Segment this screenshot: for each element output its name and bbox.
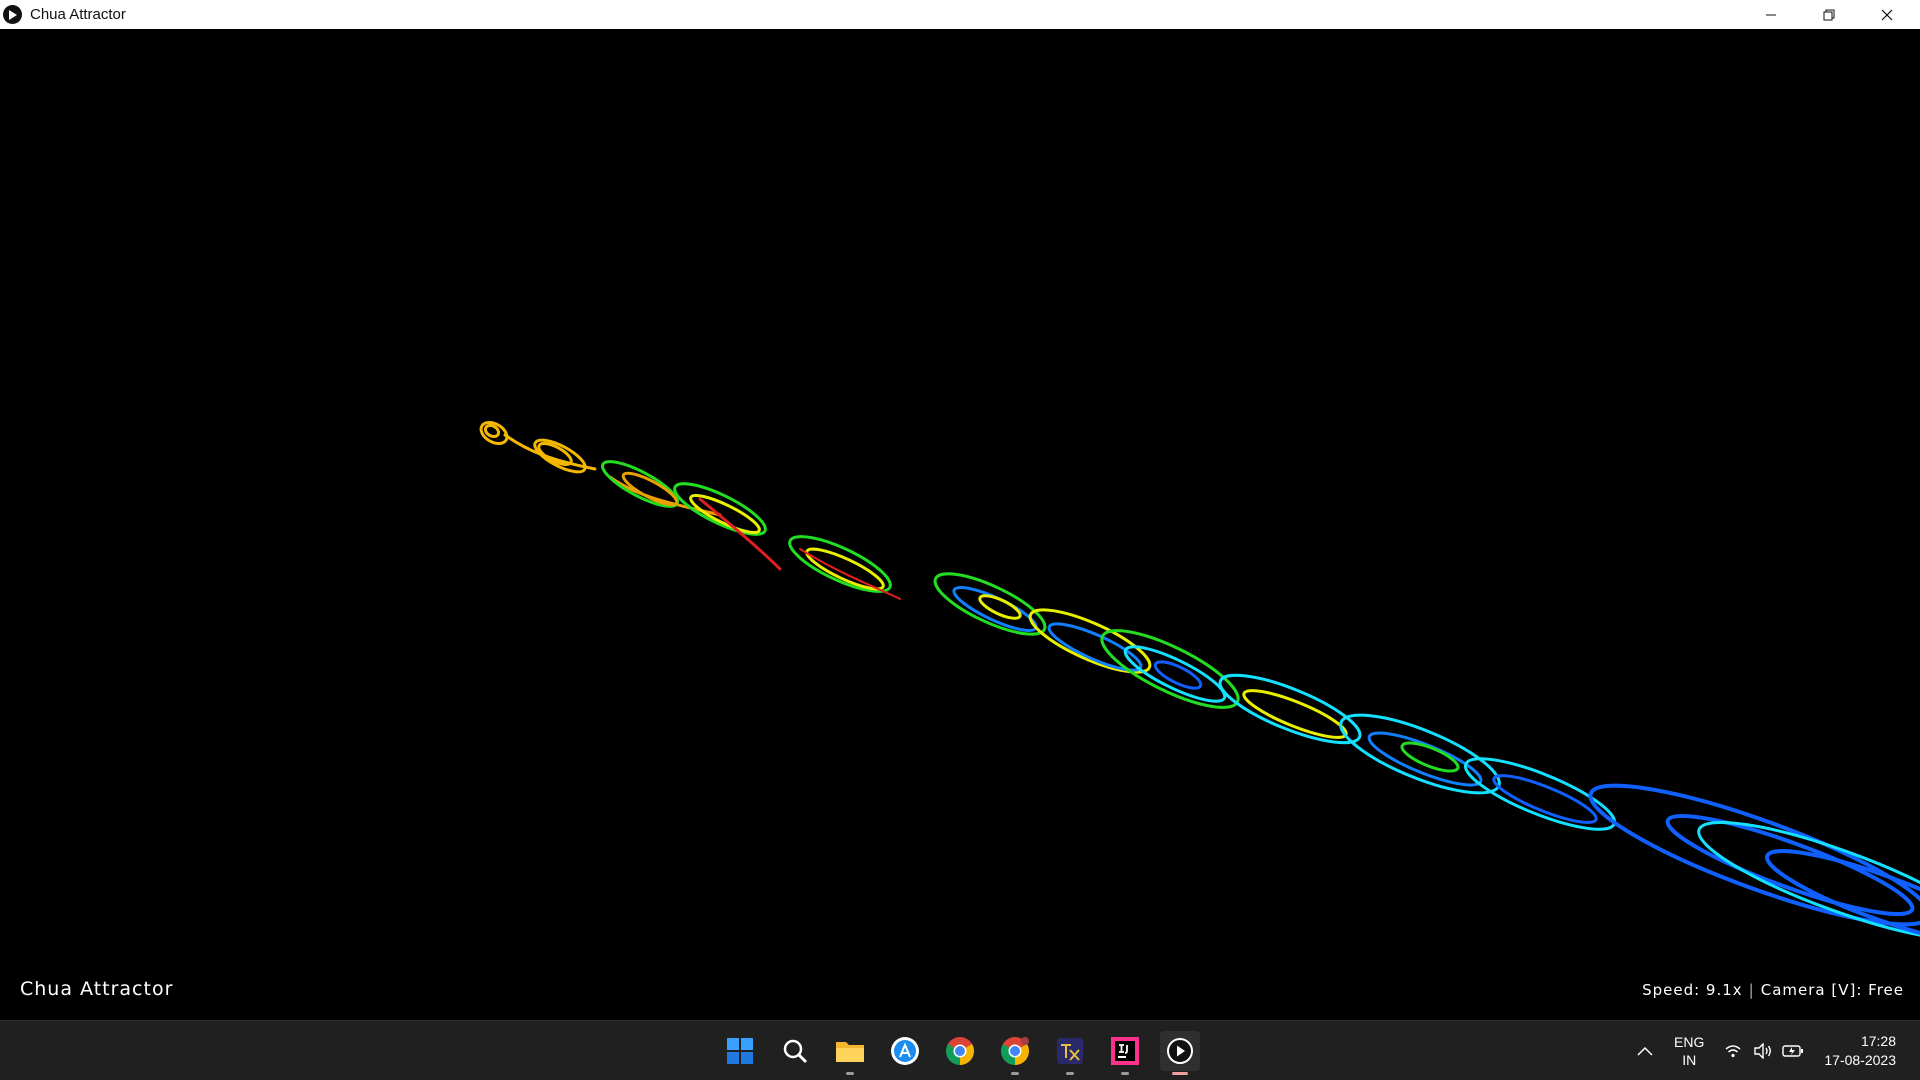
- minimize-icon: [1766, 14, 1776, 15]
- wifi-icon: [1725, 1045, 1741, 1058]
- attractor-segment-blue: [1588, 783, 1920, 945]
- system-tray: ENG IN 17:28 17-08-2023: [1630, 1021, 1920, 1080]
- taskbar: ENG IN 17:28 17-08-2023: [0, 1020, 1920, 1080]
- attractor-segment-green: [600, 460, 901, 600]
- running-indicator: [1011, 1072, 1019, 1075]
- close-button[interactable]: [1858, 0, 1916, 29]
- search-button[interactable]: [775, 1031, 815, 1071]
- language-indicator[interactable]: ENG IN: [1674, 1033, 1704, 1069]
- window-title: Chua Attractor: [30, 6, 126, 23]
- folder-icon: [836, 1042, 864, 1062]
- status-separator: |: [1748, 981, 1755, 999]
- restore-button[interactable]: [1800, 0, 1858, 29]
- app-store-button[interactable]: [885, 1031, 925, 1071]
- attractor-segment-cyan: [1218, 673, 1617, 831]
- windows-logo-icon: [727, 1038, 753, 1064]
- texstudio-button[interactable]: [1050, 1031, 1090, 1075]
- running-indicator: [846, 1072, 854, 1075]
- network-button[interactable]: [1718, 1036, 1748, 1066]
- camera-mode-readout: Camera [V]: Free: [1760, 981, 1904, 999]
- running-indicator: [1066, 1072, 1074, 1075]
- attractor-segment-mixed: [933, 572, 1240, 709]
- attractor-plot: [479, 421, 1920, 945]
- title-bar: Chua Attractor: [0, 0, 1920, 29]
- running-indicator: [1172, 1072, 1188, 1075]
- overlay-title: Chua Attractor: [20, 978, 174, 1000]
- app-icon: [3, 5, 22, 24]
- volume-icon: [1754, 1043, 1772, 1059]
- chrome-canary-button[interactable]: [995, 1031, 1035, 1075]
- chevron-up-icon: [1637, 1046, 1653, 1056]
- intellij-button[interactable]: [1105, 1031, 1145, 1075]
- battery-icon: [1782, 1045, 1804, 1057]
- search-icon: [783, 1039, 808, 1064]
- clock-date: 17-08-2023: [1824, 1052, 1896, 1068]
- start-button[interactable]: [720, 1031, 760, 1071]
- chua-attractor-button[interactable]: [1160, 1031, 1200, 1075]
- chrome-button[interactable]: [940, 1031, 980, 1071]
- attractor-segment-orange: [479, 421, 722, 517]
- status-readout: Speed: 9.1x | Camera [V]: Free: [1642, 981, 1904, 999]
- region-code: IN: [1682, 1052, 1697, 1068]
- play-icon: [1167, 1038, 1193, 1064]
- clock[interactable]: 17:28 17-08-2023: [1824, 1032, 1896, 1070]
- chrome-icon: [946, 1037, 974, 1065]
- clock-time: 17:28: [1860, 1033, 1896, 1049]
- speed-readout: Speed: 9.1x: [1642, 981, 1743, 999]
- texstudio-icon: [1057, 1038, 1083, 1064]
- volume-button[interactable]: [1748, 1036, 1778, 1066]
- battery-button[interactable]: [1778, 1036, 1808, 1066]
- restore-icon: [1823, 9, 1835, 20]
- language-code: ENG: [1674, 1034, 1705, 1050]
- render-viewport[interactable]: Chua Attractor Speed: 9.1x | Camera [V]:…: [0, 29, 1920, 1020]
- chrome-canary-icon: [1001, 1037, 1029, 1065]
- file-explorer-button[interactable]: [830, 1031, 870, 1075]
- show-hidden-icons-button[interactable]: [1630, 1036, 1660, 1066]
- close-icon: [1881, 9, 1893, 20]
- intellij-icon: [1111, 1037, 1139, 1065]
- running-indicator: [1121, 1072, 1129, 1075]
- app-store-icon: [891, 1037, 919, 1065]
- minimize-button[interactable]: [1742, 0, 1800, 29]
